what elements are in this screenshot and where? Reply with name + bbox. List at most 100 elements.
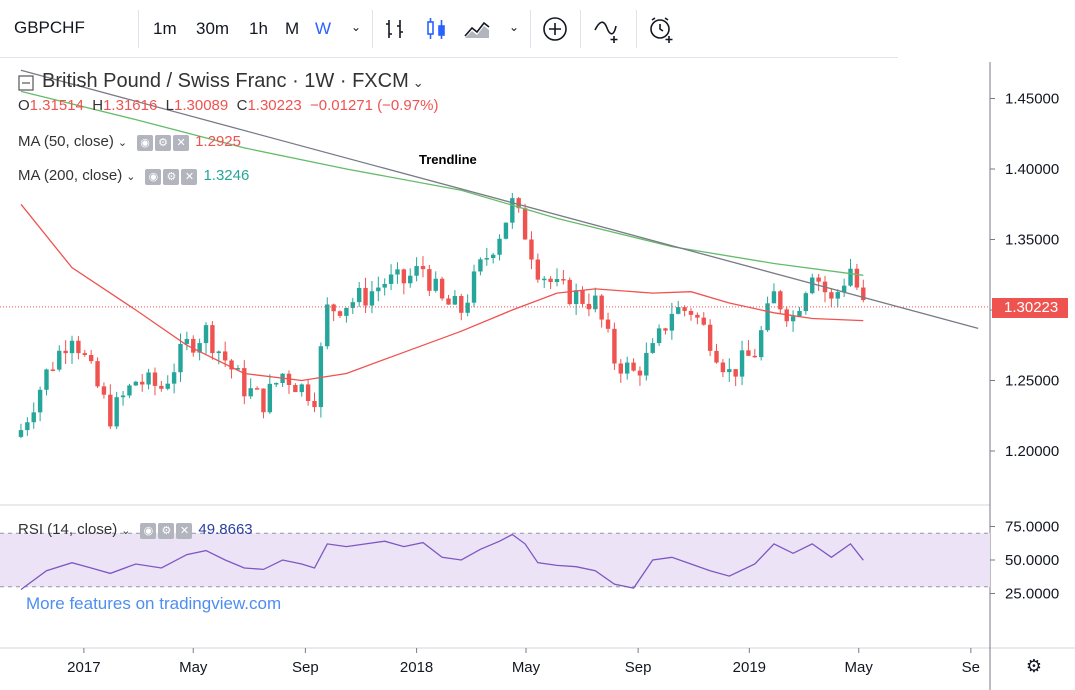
candle-up [848, 268, 853, 286]
candle-up [573, 290, 579, 305]
low-label: L [165, 97, 175, 114]
close-icon[interactable]: ✕ [181, 168, 198, 185]
candle-down [159, 385, 164, 389]
candle-up [235, 368, 241, 370]
candle-down [254, 388, 260, 390]
candle-up [841, 285, 847, 293]
collapse-legend-icon[interactable] [18, 75, 34, 91]
change-value: −0.01271 (−0.97%) [310, 97, 439, 114]
candle-down [88, 354, 94, 362]
timeframe-1h[interactable]: 1h [249, 19, 268, 38]
eye-icon[interactable]: ◉ [140, 522, 157, 539]
candle-up [37, 389, 43, 413]
alert-icon[interactable] [646, 14, 676, 44]
candle-up [133, 381, 139, 386]
candle-down [95, 361, 100, 387]
title-chevron-icon[interactable]: ⌄ [412, 75, 424, 90]
bar-style-icon[interactable] [380, 14, 410, 44]
candle-up [127, 385, 132, 396]
time-tick-label: May [179, 659, 208, 676]
indicators-icon[interactable] [592, 14, 622, 44]
candle-down [707, 324, 713, 351]
price-tick-label: 1.20000 [1005, 443, 1059, 460]
time-tick-label: 2017 [67, 659, 100, 676]
candle-up [408, 275, 413, 284]
candle-down [229, 360, 234, 370]
candle-up [490, 254, 496, 259]
chart-style-chevron-icon[interactable]: ⌄ [509, 20, 520, 34]
candle-down [101, 386, 107, 395]
ma200-line [20, 90, 864, 276]
area-icon[interactable] [462, 14, 492, 44]
gear-icon[interactable]: ⚙ [158, 522, 175, 539]
timeframe-month[interactable]: M [285, 19, 300, 38]
candle-up [57, 350, 62, 370]
rsi-chevron-icon[interactable]: ⌄ [121, 525, 131, 537]
candle-down [446, 298, 451, 305]
timeframe-1m[interactable]: 1m [153, 19, 177, 38]
timeframe-week[interactable]: W [315, 19, 332, 38]
candle-up [344, 307, 349, 316]
timeframe-menu-chevron-icon[interactable]: ⌄ [351, 20, 362, 34]
candle-down [701, 317, 706, 325]
candle-down [331, 304, 336, 312]
candle-down [459, 295, 464, 313]
chart-title-row: British Pound / Swiss Franc · 1W · FXCM ⌄ [18, 70, 424, 93]
close-icon[interactable]: ✕ [176, 522, 193, 539]
candle-up [395, 269, 400, 275]
candle-up [376, 287, 381, 292]
time-tick-label: Sep [292, 659, 319, 676]
rsi-value: 49.8663 [198, 521, 253, 538]
candle-up [803, 293, 809, 312]
toolbar-divider [372, 10, 373, 48]
symbol-search[interactable]: GBPCHF [14, 18, 85, 37]
candle-up [44, 369, 49, 390]
price-tick-label: 1.25000 [1005, 373, 1059, 390]
candle-up [452, 295, 458, 305]
compare-icon[interactable] [540, 14, 570, 44]
toolbar-divider [138, 10, 139, 48]
rsi-legend: RSI (14, close) ⌄ ◉ ⚙ ✕ 49.8663 [18, 521, 253, 539]
price-tick-label: 1.40000 [1005, 161, 1059, 178]
candle-down [561, 279, 566, 281]
candle-up [644, 352, 649, 376]
candle-up [18, 430, 24, 437]
candles-icon[interactable] [421, 14, 451, 44]
eye-icon[interactable]: ◉ [145, 168, 162, 185]
candle-up [318, 346, 324, 408]
timeframe-30m[interactable]: 30m [196, 19, 230, 38]
settings-gear-icon[interactable]: ⚙ [1026, 656, 1042, 676]
candle-down [605, 319, 611, 329]
ma50-chevron-icon[interactable]: ⌄ [117, 137, 128, 149]
candle-up [299, 384, 304, 393]
tradingview-watermark[interactable]: More features on tradingview.com [26, 594, 282, 613]
eye-icon[interactable]: ◉ [137, 134, 154, 151]
gear-icon[interactable]: ⚙ [155, 134, 172, 151]
candle-up [727, 369, 732, 373]
ma200-chevron-icon[interactable]: ⌄ [126, 171, 136, 183]
gear-icon[interactable]: ⚙ [163, 168, 180, 185]
rsi-line [20, 533, 864, 591]
candle-down [191, 338, 196, 353]
candle-down [637, 370, 643, 376]
high-value: 1.31616 [103, 97, 158, 114]
candle-up [478, 259, 483, 272]
candle-up [31, 412, 36, 423]
rsi-controls: ◉ ⚙ ✕ [140, 522, 194, 539]
ma200-label: MA (200, close) [18, 167, 123, 184]
candle-down [261, 388, 266, 413]
candle-up [465, 302, 470, 313]
close-icon[interactable]: ✕ [173, 134, 190, 151]
candle-down [714, 350, 719, 363]
rsi-tick-label: 50.0000 [1005, 552, 1059, 569]
candle-up [542, 278, 547, 281]
candle-up [350, 302, 355, 308]
candle-up [758, 330, 764, 358]
rsi-label: RSI (14, close) [18, 521, 118, 538]
candle-down [548, 278, 553, 283]
ma200-legend: MA (200, close) ⌄ ◉ ⚙ ✕ 1.3246 [18, 167, 249, 185]
candle-down [439, 278, 445, 299]
ma50-controls: ◉ ⚙ ✕ [137, 134, 191, 151]
candle-up [765, 303, 770, 331]
